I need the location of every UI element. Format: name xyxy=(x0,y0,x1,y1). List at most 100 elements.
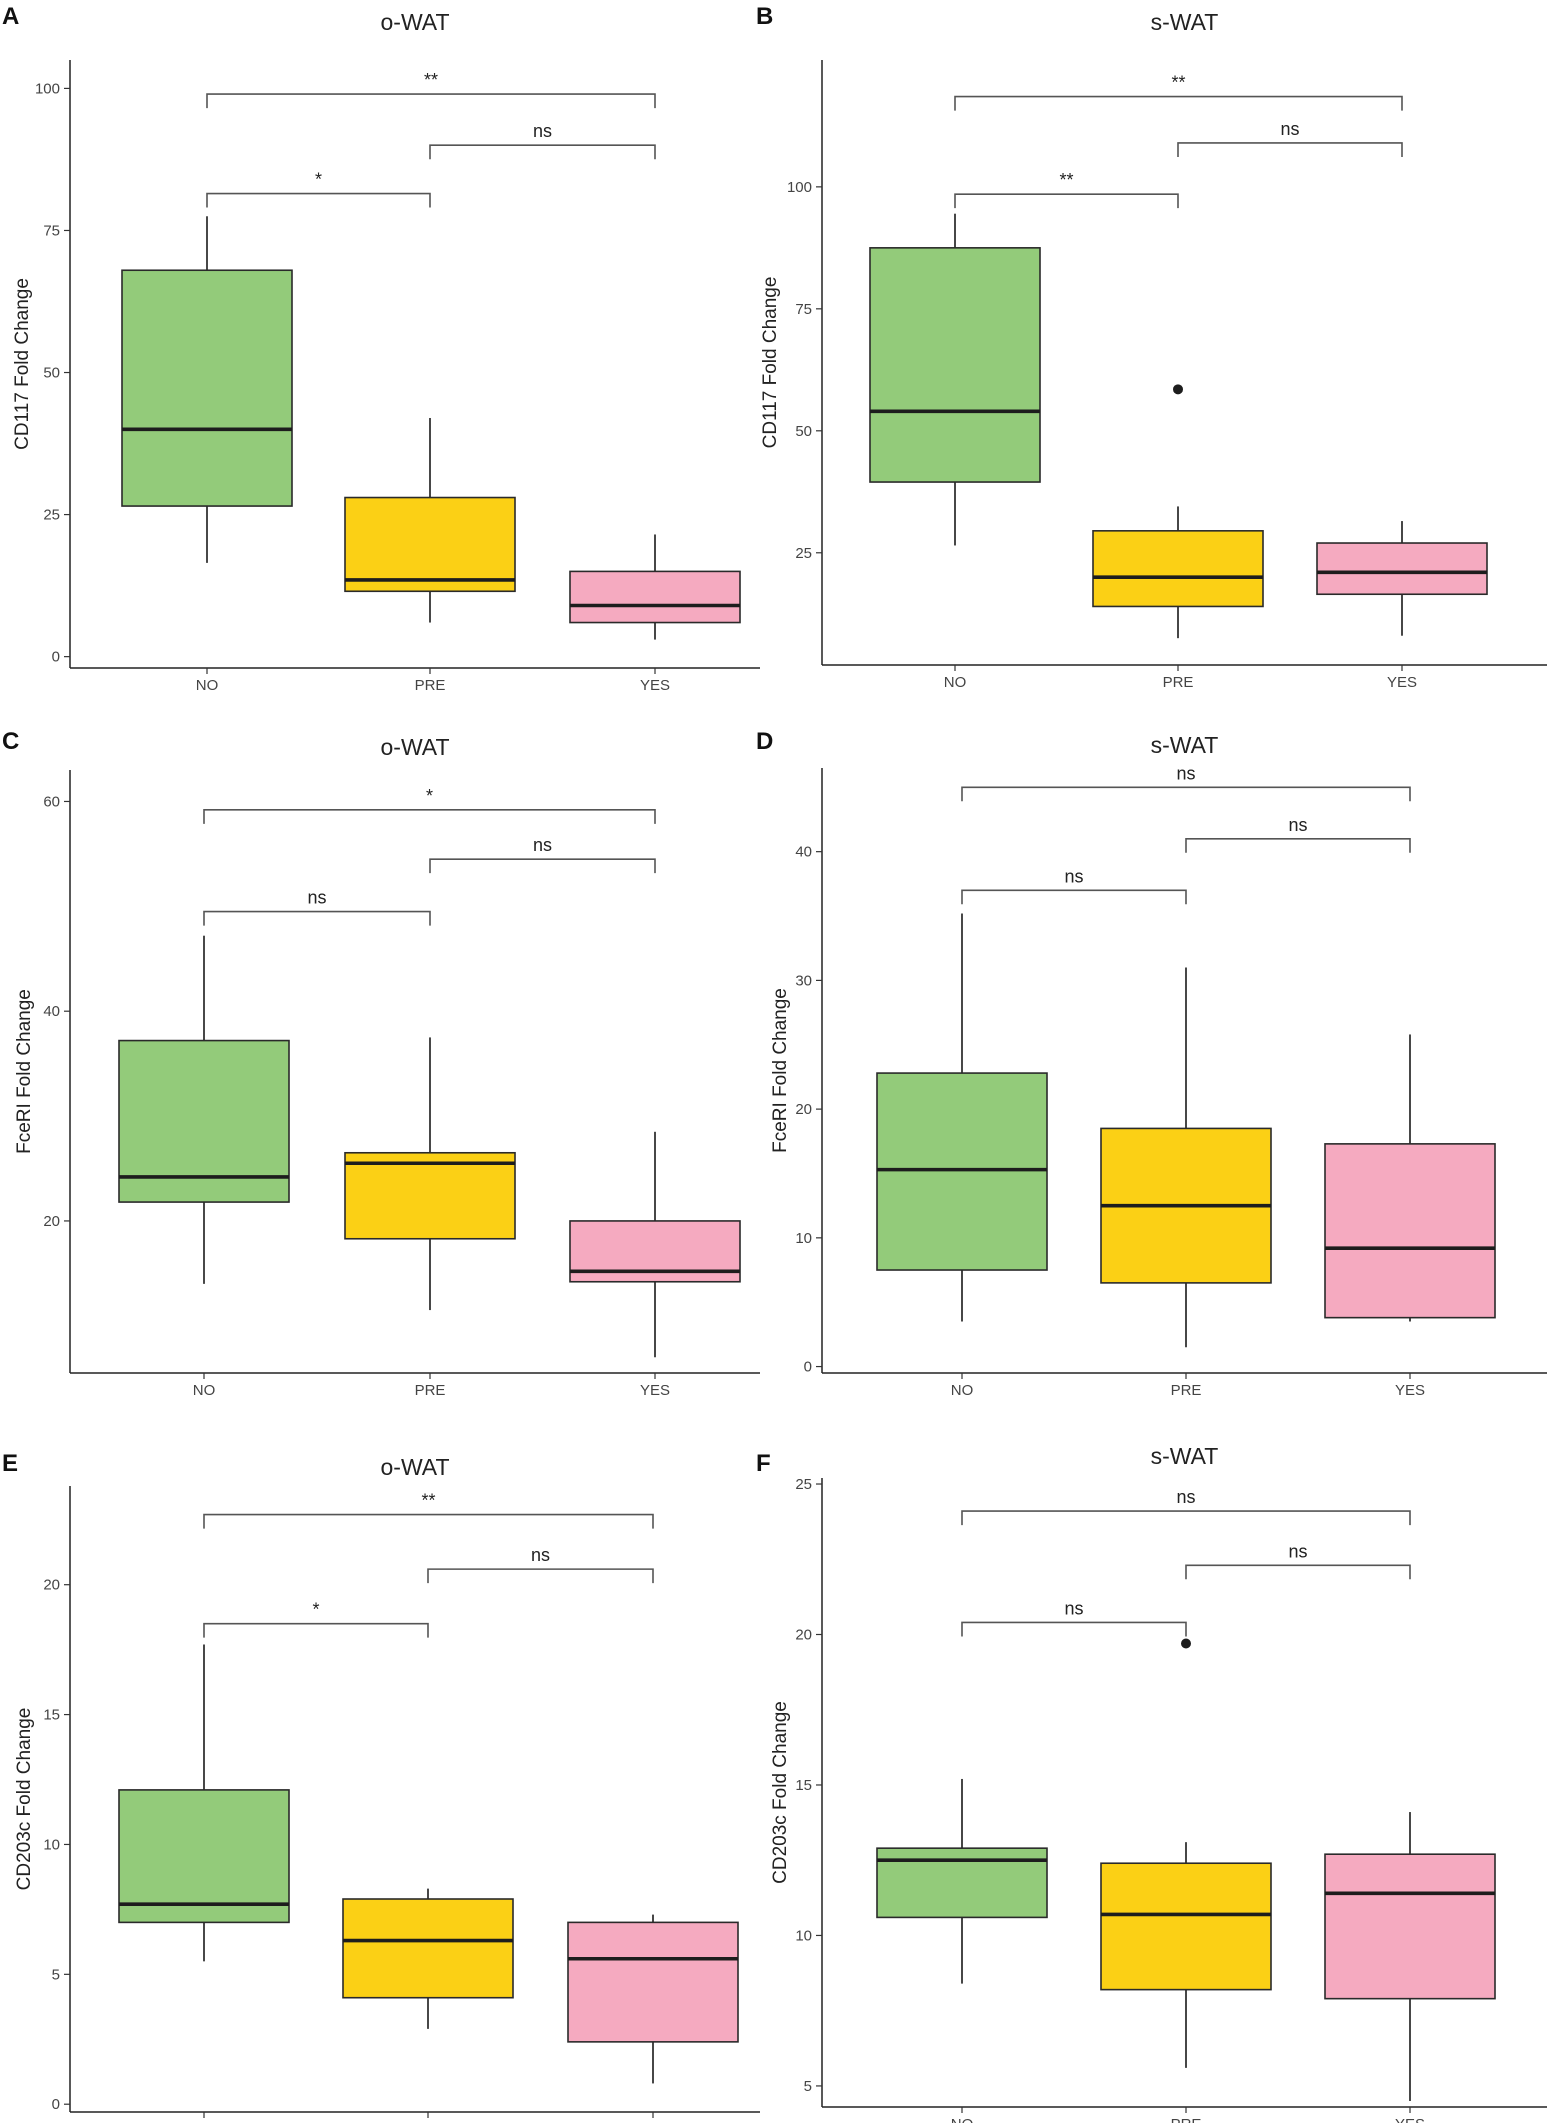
bracket-line xyxy=(961,1510,1411,1526)
significance-bracket: ns xyxy=(961,763,1411,802)
significance-bracket: ns xyxy=(1185,1541,1411,1580)
significance-bracket: * xyxy=(203,786,656,824)
y-axis-label: FceRI Fold Change xyxy=(14,989,35,1154)
bracket-line xyxy=(206,192,431,208)
y-axis-label: CD117 Fold Change xyxy=(760,277,781,449)
y-tick-label: 20 xyxy=(795,1101,812,1118)
box-yes xyxy=(1316,521,1488,636)
box-pre xyxy=(1100,1638,1272,2068)
significance-label: ns xyxy=(307,888,326,908)
chart-title: o-WAT xyxy=(381,1454,450,1480)
bracket-line xyxy=(429,144,656,160)
bracket-line xyxy=(429,858,656,874)
box-pre xyxy=(344,1037,516,1311)
significance-bracket: ** xyxy=(954,73,1403,111)
y-axis-label: CD117 Fold Change xyxy=(12,278,33,450)
iqr-box xyxy=(567,1921,739,2043)
box-no xyxy=(876,1778,1048,1984)
outlier-point xyxy=(1181,1638,1191,1649)
iqr-box xyxy=(1316,542,1488,596)
chart-title: s-WAT xyxy=(1151,1443,1219,1469)
box-pre xyxy=(1100,967,1272,1348)
iqr-box xyxy=(344,496,516,593)
iqr-box xyxy=(1100,1862,1272,1991)
significance-label: ns xyxy=(533,121,552,141)
x-tick-label-yes: YES xyxy=(640,677,670,694)
box-yes xyxy=(1324,1034,1496,1322)
significance-label: ** xyxy=(421,1491,435,1511)
x-tick-label-pre: PRE xyxy=(415,1382,446,1399)
significance-label: ns xyxy=(531,1545,550,1565)
y-tick-label: 20 xyxy=(43,1577,60,1594)
panel-letter: A xyxy=(2,3,19,30)
box-yes xyxy=(569,534,741,640)
significance-bracket: ns xyxy=(427,1545,654,1584)
bracket-line xyxy=(203,809,656,824)
significance-label: ns xyxy=(1288,1541,1307,1561)
y-tick-label: 25 xyxy=(795,545,812,562)
bracket-line xyxy=(954,95,1403,111)
significance-label: * xyxy=(315,170,322,190)
box-pre xyxy=(1092,384,1264,639)
y-tick-label: 10 xyxy=(795,1927,812,1944)
x-tick-label-no: NO xyxy=(944,674,967,691)
bracket-line xyxy=(961,889,1187,905)
y-tick-label: 40 xyxy=(795,844,812,861)
bracket-line xyxy=(961,786,1411,802)
x-tick-label-pre: PRE xyxy=(413,2121,444,2123)
iqr-box xyxy=(344,1151,516,1240)
bracket-line xyxy=(203,1513,654,1529)
y-tick-label: 25 xyxy=(43,507,60,524)
bracket-line xyxy=(1185,1564,1411,1580)
x-tick-label-yes: YES xyxy=(1395,1382,1425,1399)
significance-label: ns xyxy=(1288,815,1307,835)
chart-title: s-WAT xyxy=(1151,732,1219,758)
x-tick-label-pre: PRE xyxy=(415,677,446,694)
box-yes xyxy=(1324,1812,1496,2101)
bracket-line xyxy=(961,1621,1187,1637)
y-tick-label: 75 xyxy=(43,222,60,239)
x-tick-label-yes: YES xyxy=(1395,2116,1425,2123)
x-tick-label-no: NO xyxy=(193,2121,216,2123)
significance-label: ns xyxy=(1064,866,1083,886)
y-tick-label: 75 xyxy=(795,301,812,318)
significance-label: ** xyxy=(424,70,438,90)
significance-bracket: ns xyxy=(429,121,656,160)
significance-label: ** xyxy=(1059,170,1073,190)
significance-bracket: ** xyxy=(203,1491,654,1529)
y-tick-label: 5 xyxy=(804,2078,812,2095)
bracket-line xyxy=(203,1622,429,1638)
panel-letter: F xyxy=(756,1450,771,1477)
y-axis-label: CD203c Fold Change xyxy=(770,1701,791,1884)
panel-f: Fs-WAT CD203c Fold Change 5 10 15 20 25 NO PRE YE… xyxy=(756,1443,1547,2123)
y-tick-label: 40 xyxy=(43,1003,60,1020)
iqr-box xyxy=(569,570,741,624)
x-tick-label-pre: PRE xyxy=(1163,674,1194,691)
significance-bracket: ns xyxy=(429,835,656,874)
y-tick-label: 0 xyxy=(52,2096,60,2113)
significance-bracket: ns xyxy=(1177,119,1403,157)
y-tick-label: 50 xyxy=(43,365,60,382)
significance-label: ns xyxy=(533,835,552,855)
significance-label: ns xyxy=(1176,1487,1195,1507)
significance-bracket: ns xyxy=(203,888,431,926)
box-yes xyxy=(567,1914,739,2084)
box-no xyxy=(118,1644,290,1962)
panel-letter: D xyxy=(756,728,773,755)
significance-label: * xyxy=(426,786,433,806)
significance-bracket: ns xyxy=(961,1487,1411,1526)
x-tick-label-no: NO xyxy=(193,1382,216,1399)
significance-label: ** xyxy=(1171,73,1185,93)
y-tick-label: 20 xyxy=(43,1213,60,1230)
y-tick-label: 100 xyxy=(787,179,812,196)
significance-label: ns xyxy=(1064,1598,1083,1618)
iqr-box xyxy=(342,1898,514,1999)
significance-bracket: * xyxy=(203,1600,429,1638)
x-tick-label-pre: PRE xyxy=(1171,2116,1202,2123)
x-tick-label-no: NO xyxy=(196,677,219,694)
y-tick-label: 60 xyxy=(43,793,60,810)
